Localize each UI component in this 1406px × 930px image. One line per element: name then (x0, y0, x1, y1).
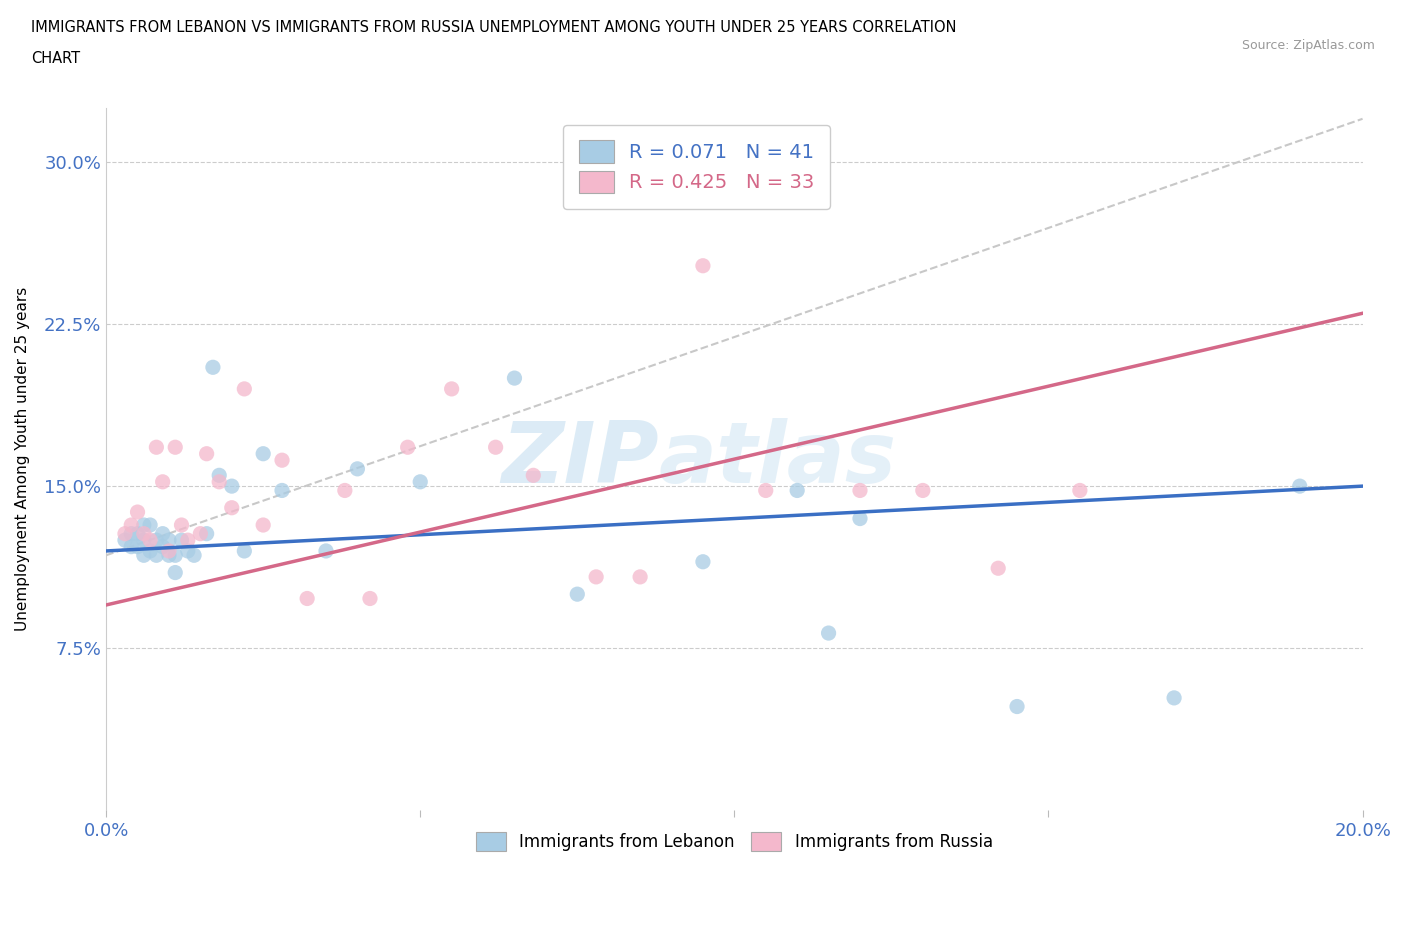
Point (170, 533, 193, 548)
Point (152, 539, 174, 554)
Point (692, 259, 714, 273)
Point (396, 440, 419, 455)
Point (132, 518, 155, 533)
Point (315, 543, 337, 558)
Point (503, 371, 526, 386)
Point (346, 461, 368, 476)
Point (145, 533, 167, 548)
Point (271, 483, 294, 498)
Point (295, 591, 318, 606)
Point (233, 543, 256, 558)
Point (628, 569, 651, 584)
Point (157, 543, 180, 558)
Point (1288, 479, 1310, 494)
Point (208, 474, 231, 489)
Point (183, 548, 205, 563)
Point (165, 548, 187, 563)
Point (152, 526, 174, 541)
Point (139, 533, 162, 548)
Point (114, 533, 136, 548)
Point (208, 468, 231, 483)
Point (195, 446, 218, 461)
Point (252, 518, 274, 533)
Point (409, 474, 432, 489)
Point (359, 591, 381, 606)
Point (522, 468, 544, 483)
Point (177, 543, 200, 558)
Point (145, 440, 167, 455)
Point (221, 500, 243, 515)
Point (221, 479, 243, 494)
Point (195, 526, 218, 541)
Point (271, 453, 294, 468)
Point (132, 533, 155, 548)
Text: Source: ZipAtlas.com: Source: ZipAtlas.com (1241, 39, 1375, 52)
Point (132, 526, 155, 541)
Point (567, 587, 589, 602)
Point (120, 526, 142, 541)
Point (120, 518, 142, 533)
Y-axis label: Unemployment Among Youth under 25 years: Unemployment Among Youth under 25 years (15, 287, 30, 631)
Point (177, 533, 200, 548)
Point (170, 518, 193, 533)
Text: atlas: atlas (659, 418, 897, 500)
Point (723, 176, 745, 191)
Point (849, 512, 872, 526)
Point (152, 474, 174, 489)
Text: ZIP: ZIP (502, 418, 659, 500)
Point (127, 539, 149, 554)
Point (786, 483, 808, 498)
Point (114, 526, 136, 541)
Point (987, 561, 1010, 576)
Point (165, 565, 187, 580)
Point (911, 483, 934, 498)
Point (692, 554, 714, 569)
Point (1163, 690, 1185, 705)
Point (333, 483, 356, 498)
Point (585, 569, 607, 584)
Point (139, 543, 162, 558)
Point (1005, 699, 1028, 714)
Point (157, 533, 180, 548)
Point (485, 440, 508, 455)
Text: CHART: CHART (31, 51, 80, 66)
Point (201, 360, 224, 375)
Point (233, 381, 256, 396)
Point (120, 539, 142, 554)
Point (145, 548, 167, 563)
Text: IMMIGRANTS FROM LEBANON VS IMMIGRANTS FROM RUSSIA UNEMPLOYMENT AMONG YOUTH UNDER: IMMIGRANTS FROM LEBANON VS IMMIGRANTS FR… (31, 20, 956, 35)
Point (755, 483, 778, 498)
Point (817, 626, 839, 641)
Point (165, 440, 187, 455)
Point (157, 548, 180, 563)
Point (127, 526, 149, 541)
Legend: Immigrants from Lebanon, Immigrants from Russia: Immigrants from Lebanon, Immigrants from… (470, 826, 1000, 858)
Point (849, 483, 872, 498)
Point (132, 548, 155, 563)
Point (440, 381, 463, 396)
Point (252, 446, 274, 461)
Point (1069, 483, 1091, 498)
Point (190, 526, 212, 541)
Point (139, 518, 162, 533)
Point (127, 505, 149, 520)
